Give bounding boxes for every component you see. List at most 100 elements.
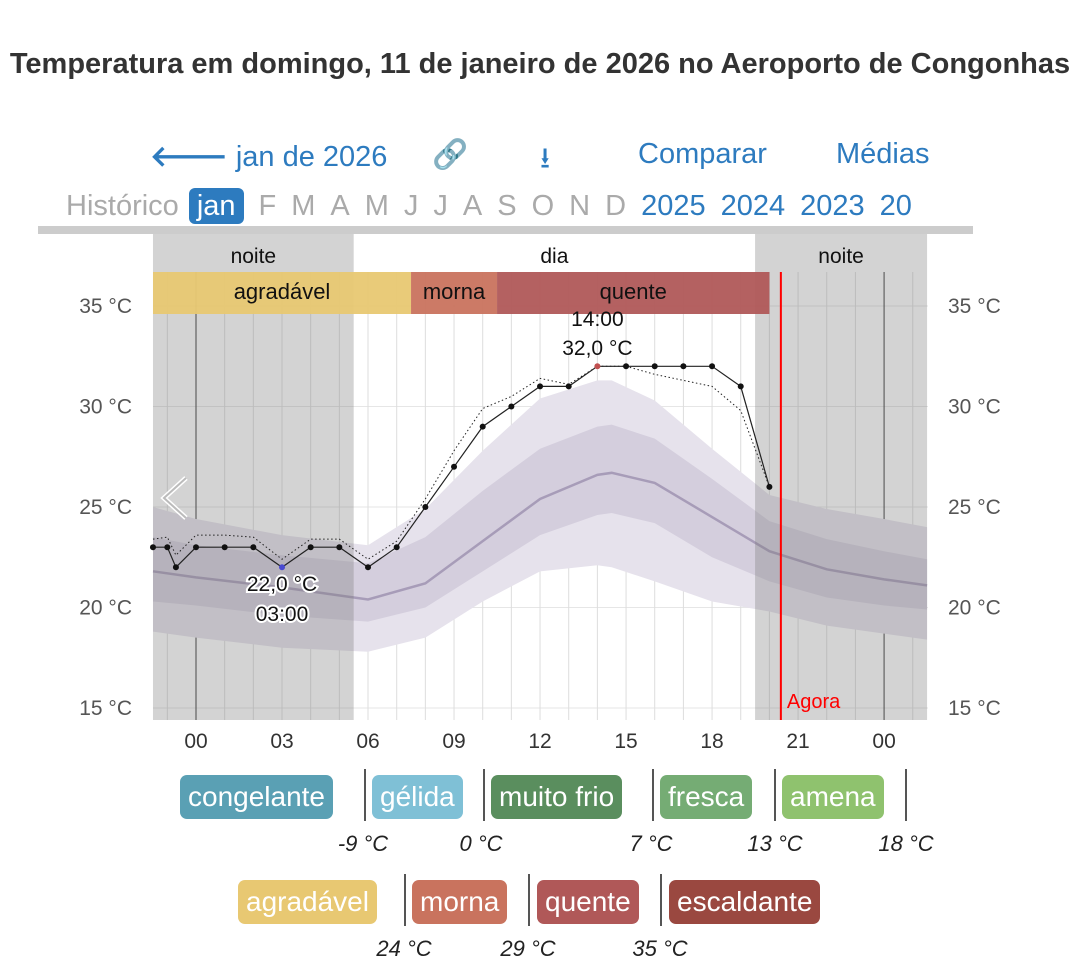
legend-threshold: 29 °C [500, 936, 556, 961]
observed-line [152, 365, 770, 569]
month-5[interactable]: J [403, 190, 419, 222]
legend-threshold: 24 °C [376, 936, 432, 961]
period-label: dia [540, 245, 568, 268]
x-tick: 09 [442, 730, 465, 753]
x-tick: 21 [786, 730, 809, 753]
observed-point [149, 544, 156, 551]
y-tick-right: 20 °C [948, 597, 1001, 620]
max-time-label: 14:00 [571, 308, 624, 331]
legend-agradável: agradável [238, 880, 377, 924]
month-1[interactable]: F [258, 190, 277, 222]
legend-threshold: 7 °C [629, 831, 673, 856]
month-8[interactable]: S [497, 190, 517, 222]
legend-separator [660, 874, 662, 926]
min-time-label: 03:00 [256, 603, 309, 626]
observed-point [508, 403, 515, 410]
month-2[interactable]: M [291, 190, 316, 222]
category-label: agradável [234, 279, 331, 304]
observed-point [336, 544, 343, 551]
observed-point [164, 544, 171, 551]
x-tick: 18 [700, 730, 723, 753]
observed-point [737, 383, 744, 390]
night-shading [152, 234, 354, 720]
y-tick-right: 15 °C [948, 697, 1001, 720]
month-4[interactable]: M [364, 190, 389, 222]
legend-escaldante: escaldante [669, 880, 821, 924]
legend-separator [905, 769, 907, 821]
max-value-label: 32,0 °C [562, 337, 632, 360]
observed-point [709, 363, 716, 370]
legend-threshold: 35 °C [632, 936, 688, 961]
year-link[interactable]: 2024 [720, 190, 786, 222]
month-9[interactable]: O [531, 190, 555, 222]
legend-separator [652, 769, 654, 821]
divider [38, 226, 973, 234]
compare-link[interactable]: Comparar [638, 138, 767, 170]
legend-threshold: 0 °C [459, 831, 503, 856]
average-line [152, 471, 928, 601]
category-label: quente [600, 279, 667, 304]
band-25-75 [152, 424, 928, 622]
period-label: noite [231, 245, 277, 268]
legend-morna: morna [412, 880, 508, 924]
download-icon[interactable]: ⭳ [540, 143, 551, 175]
category-bar [411, 272, 498, 314]
legend-threshold: 18 °C [878, 831, 934, 856]
month-10[interactable]: N [569, 190, 591, 222]
category-label: morna [423, 279, 486, 304]
observed-point [221, 544, 228, 551]
month-0[interactable]: jan [188, 188, 244, 224]
legend-quente: quente [537, 880, 639, 924]
arrow-left-icon: 🡐 [150, 141, 228, 173]
legend-separator [528, 874, 530, 926]
legend-separator [404, 874, 406, 926]
page-title: Temperatura em domingo, 11 de janeiro de… [9, 48, 1071, 80]
month-3[interactable]: A [330, 190, 350, 222]
observed-point [594, 363, 601, 370]
x-tick: 03 [270, 730, 293, 753]
observed-point [365, 564, 372, 571]
prev-month-label: jan de 2026 [235, 141, 388, 173]
now-label: Agora [787, 691, 841, 713]
year-link[interactable]: 2023 [800, 190, 865, 222]
observed-point [479, 423, 486, 430]
legend-separator [364, 769, 366, 821]
category-bar [152, 272, 412, 314]
x-tick: 15 [614, 730, 637, 753]
link-icon[interactable]: 🔗 [432, 139, 469, 171]
chevron-left-icon [162, 477, 187, 519]
month-6[interactable]: J [433, 190, 448, 222]
observed-point [422, 504, 429, 510]
legend-separator [774, 769, 776, 821]
period-label: noite [818, 245, 864, 268]
observed-point [193, 544, 199, 551]
history-link[interactable]: Histórico [66, 190, 179, 222]
category-bar [497, 272, 770, 314]
prev-month-link[interactable]: 🡐 jan de 2026 [150, 138, 387, 174]
y-tick-left: 20 °C [79, 597, 132, 620]
month-7[interactable]: A [462, 190, 483, 222]
legend-amena: amena [782, 775, 884, 819]
min-value-label: 22,0 °C [247, 573, 317, 596]
observed-point [172, 564, 179, 571]
legend-threshold: -9 °C [337, 831, 389, 856]
observed-point [393, 544, 400, 551]
observed-point [537, 383, 544, 390]
legend-fresca: fresca [660, 775, 753, 819]
year-link[interactable]: 20 [879, 190, 912, 222]
legend-threshold: 13 °C [747, 831, 803, 856]
y-tick-left: 25 °C [79, 496, 132, 519]
year-link[interactable]: 2025 [641, 190, 706, 222]
y-tick-right: 35 °C [948, 295, 1001, 318]
x-tick: 00 [184, 730, 207, 753]
y-tick-left: 30 °C [79, 396, 132, 419]
forecast-line [152, 365, 770, 560]
month-11[interactable]: D [605, 190, 627, 222]
temperature-chart: 15 °C 15 °C 20 °C 20 °C 25 °C 25 °C 30 °C 30 °C… [79, 234, 1001, 753]
legend-muito-frio: muito frio [491, 775, 623, 819]
legend-separator [483, 769, 485, 821]
legend-congelante: congelante [180, 775, 334, 819]
observed-point [307, 544, 314, 551]
observed-point [766, 483, 773, 490]
averages-link[interactable]: Médias [836, 138, 930, 170]
